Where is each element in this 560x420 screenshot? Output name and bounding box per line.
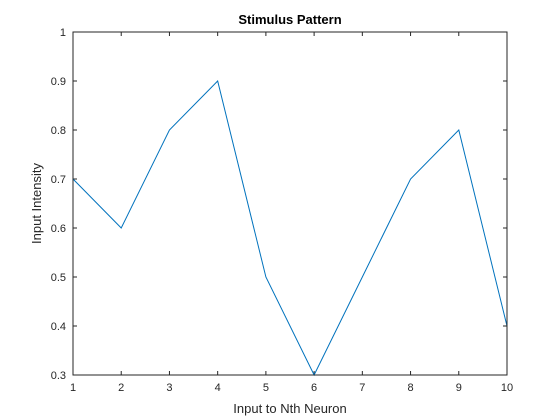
- x-tick-label: 10: [501, 382, 513, 394]
- series-layer: [72, 80, 508, 377]
- x-tick-label: 9: [456, 382, 462, 394]
- y-tick-label: 0.5: [51, 272, 66, 284]
- x-tick-label: 7: [359, 382, 365, 394]
- x-tick-label: 8: [407, 382, 413, 394]
- chart-title: Stimulus Pattern: [238, 12, 341, 27]
- x-tick-label: 5: [263, 382, 269, 394]
- x-tick-label: 2: [118, 382, 124, 394]
- series-line-0: [72, 80, 508, 377]
- y-tick-label: 0.3: [51, 370, 66, 382]
- tick-marks: [72, 31, 508, 376]
- y-tick-label: 0.8: [51, 125, 66, 137]
- tick-labels: 1 2 3 4 5 6 7 8 9 10 0.3 0.4 0.5 0.6 0.7 0.8 0.9 1: [51, 27, 513, 394]
- y-tick-label: 0.7: [51, 174, 66, 186]
- x-tick-label: 4: [215, 382, 221, 394]
- y-tick-label: 0.9: [51, 76, 66, 88]
- x-tick-label: 1: [70, 382, 76, 394]
- x-tick-label: 3: [166, 382, 172, 394]
- y-tick-label: 1: [60, 27, 66, 39]
- plot-area: [73, 32, 507, 375]
- x-tick-label: 6: [311, 382, 317, 394]
- y-tick-label: 0.4: [51, 321, 66, 333]
- y-axis-label: Input Intensity: [29, 163, 44, 244]
- x-axis-label: Input to Nth Neuron: [233, 401, 346, 416]
- axes-box: [72, 31, 508, 376]
- y-tick-label: 0.6: [51, 223, 66, 235]
